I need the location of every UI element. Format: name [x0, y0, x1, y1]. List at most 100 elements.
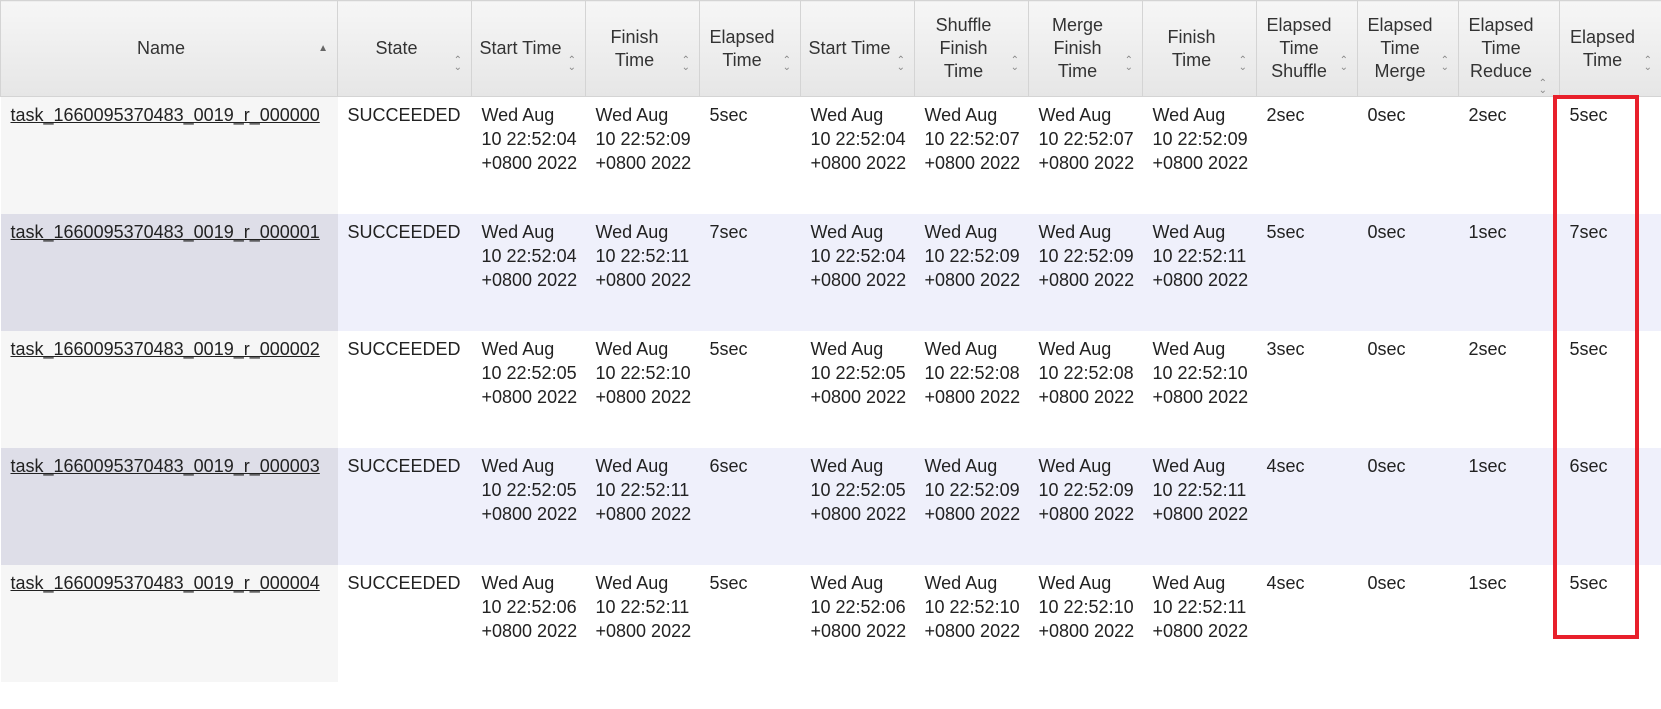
- column-header-name[interactable]: Name ▲: [0, 0, 338, 97]
- header-label: Elapsed Time: [1569, 26, 1636, 70]
- merge-finish-time-cell: Wed Aug 10 22:52:09 +0800 2022: [1028, 447, 1143, 565]
- elapsed-merge-cell: 0sec: [1357, 213, 1459, 331]
- header-label: Elapsed Time: [709, 26, 775, 70]
- sort-icon[interactable]: ⌃ ⌄: [681, 55, 690, 73]
- attempt-start-time-cell: Wed Aug 10 22:52:05 +0800 2022: [810, 338, 907, 407]
- task-name-cell: task_1660095370483_0019_r_000000: [0, 96, 338, 214]
- header-label: Finish Time: [1167, 26, 1216, 70]
- sort-icon[interactable]: ⌃ ⌄: [1440, 55, 1449, 73]
- header-row: Name ▲ State ⌃ ⌄ Start Time ⌃ ⌄ Finish Time ⌃ ⌄…: [0, 0, 1661, 97]
- elapsed-time-cell: 7sec: [699, 213, 801, 331]
- merge-finish-time-cell: Wed Aug 10 22:52:09 +0800 2022: [1028, 213, 1143, 331]
- shuffle-finish-time-cell: Wed Aug 10 22:52:09 +0800 2022: [914, 213, 1029, 331]
- shuffle-finish-time-cell: Wed Aug 10 22:52:09 +0800 2022: [914, 447, 1029, 565]
- attempt-elapsed-cell: 5sec: [1569, 338, 1608, 359]
- attempt-start-time-cell: Wed Aug 10 22:52:05 +0800 2022: [800, 447, 915, 565]
- attempt-finish-time-cell: Wed Aug 10 22:52:11 +0800 2022: [1142, 447, 1257, 565]
- attempt-elapsed-cell: 6sec: [1559, 447, 1661, 565]
- sort-icon[interactable]: ⌃ ⌄: [1538, 78, 1547, 96]
- task-link[interactable]: task_1660095370483_0019_r_000003: [10, 455, 320, 476]
- header-label: Merge Finish Time: [1051, 15, 1104, 81]
- task-name-cell: task_1660095370483_0019_r_000001: [0, 213, 338, 331]
- sort-ascending-icon[interactable]: ▲: [318, 43, 328, 54]
- column-header-finish-time[interactable]: Finish Time ⌃ ⌄: [585, 0, 700, 97]
- shuffle-finish-time-cell: Wed Aug 10 22:52:08 +0800 2022: [924, 338, 1021, 407]
- elapsed-merge-cell: 0sec: [1357, 447, 1459, 565]
- finish-time-cell: Wed Aug 10 22:52:11 +0800 2022: [595, 572, 692, 641]
- attempt-start-time-cell: Wed Aug 10 22:52:06 +0800 2022: [810, 572, 907, 641]
- start-time-cell: Wed Aug 10 22:52:04 +0800 2022: [481, 105, 578, 173]
- elapsed-reduce-cell: 1sec: [1468, 572, 1507, 593]
- elapsed-merge-cell: 0sec: [1367, 572, 1406, 593]
- elapsed-reduce-cell: 1sec: [1458, 447, 1560, 565]
- merge-finish-time-cell: Wed Aug 10 22:52:10 +0800 2022: [1038, 572, 1135, 641]
- elapsed-reduce-cell: 2sec: [1468, 105, 1507, 125]
- state-cell: SUCCEEDED: [347, 338, 461, 359]
- header-label: Start Time: [808, 38, 891, 58]
- column-header-start-time[interactable]: Start Time ⌃ ⌄: [471, 0, 586, 97]
- elapsed-shuffle-cell: 2sec: [1266, 105, 1305, 125]
- column-header-attempt-start-time[interactable]: Start Time ⌃ ⌄: [800, 0, 915, 97]
- header-label: Start Time: [479, 38, 562, 58]
- elapsed-time-cell: 5sec: [709, 572, 748, 593]
- state-cell: SUCCEEDED: [347, 105, 461, 125]
- header-label: Elapsed Time Merge: [1367, 15, 1433, 81]
- tasks-table: Name ▲ State ⌃ ⌄ Start Time ⌃ ⌄ Finish Time ⌃ ⌄…: [0, 0, 1661, 682]
- elapsed-shuffle-cell: 4sec: [1256, 447, 1358, 565]
- sort-icon[interactable]: ⌃ ⌄: [567, 55, 576, 73]
- column-header-merge-finish-time[interactable]: Merge Finish Time ⌃ ⌄: [1028, 0, 1143, 97]
- header-label: Elapsed Time Reduce: [1468, 15, 1534, 81]
- attempt-elapsed-cell: 7sec: [1559, 213, 1661, 331]
- header-label: State: [375, 38, 418, 58]
- task-link[interactable]: task_1660095370483_0019_r_000002: [10, 338, 320, 359]
- elapsed-shuffle-cell: 3sec: [1266, 338, 1305, 359]
- header-label: Finish Time: [610, 26, 659, 70]
- shuffle-finish-time-cell: Wed Aug 10 22:52:10 +0800 2022: [924, 572, 1021, 641]
- task-link[interactable]: task_1660095370483_0019_r_000004: [10, 572, 320, 593]
- task-link[interactable]: task_1660095370483_0019_r_000000: [10, 105, 320, 125]
- task-name-cell: task_1660095370483_0019_r_000003: [0, 447, 338, 565]
- header-label: Name: [136, 38, 185, 58]
- table-row: task_1660095370483_0019_r_000001 SUCCEED…: [0, 213, 1661, 331]
- task-name-cell: task_1660095370483_0019_r_000002: [0, 330, 338, 448]
- column-header-elapsed-time[interactable]: Elapsed Time ⌃ ⌄: [699, 0, 801, 97]
- start-time-cell: Wed Aug 10 22:52:06 +0800 2022: [481, 572, 578, 641]
- elapsed-shuffle-cell: 5sec: [1256, 213, 1358, 331]
- sort-icon[interactable]: ⌃ ⌄: [896, 55, 905, 73]
- sort-icon[interactable]: ⌃ ⌄: [782, 55, 791, 73]
- sort-icon[interactable]: ⌃ ⌄: [1339, 55, 1348, 73]
- attempt-finish-time-cell: Wed Aug 10 22:52:09 +0800 2022: [1152, 105, 1249, 173]
- attempt-finish-time-cell: Wed Aug 10 22:52:11 +0800 2022: [1152, 572, 1249, 641]
- sort-icon[interactable]: ⌃ ⌄: [1124, 55, 1133, 73]
- finish-time-cell: Wed Aug 10 22:52:11 +0800 2022: [585, 447, 700, 565]
- start-time-cell: Wed Aug 10 22:52:05 +0800 2022: [481, 338, 578, 407]
- state-cell: SUCCEEDED: [347, 572, 461, 593]
- column-header-elapsed-reduce[interactable]: Elapsed Time Reduce ⌃ ⌄: [1458, 0, 1560, 97]
- finish-time-cell: Wed Aug 10 22:52:10 +0800 2022: [595, 338, 692, 407]
- elapsed-time-cell: 6sec: [699, 447, 801, 565]
- column-header-attempt-finish-time[interactable]: Finish Time ⌃ ⌄: [1142, 0, 1257, 97]
- merge-finish-time-cell: Wed Aug 10 22:52:07 +0800 2022: [1038, 105, 1135, 173]
- table-row: task_1660095370483_0019_r_000004 SUCCEED…: [0, 564, 1661, 682]
- column-header-attempt-elapsed-time[interactable]: Elapsed Time ⌃ ⌄: [1559, 0, 1661, 97]
- elapsed-merge-cell: 0sec: [1367, 338, 1406, 359]
- elapsed-time-cell: 5sec: [709, 338, 748, 359]
- sort-icon[interactable]: ⌃ ⌄: [1238, 55, 1247, 73]
- finish-time-cell: Wed Aug 10 22:52:09 +0800 2022: [595, 105, 692, 173]
- shuffle-finish-time-cell: Wed Aug 10 22:52:07 +0800 2022: [924, 105, 1021, 173]
- sort-icon[interactable]: ⌃ ⌄: [1010, 55, 1019, 73]
- task-name-cell: task_1660095370483_0019_r_000004: [0, 564, 338, 682]
- header-label: Shuffle Finish Time: [935, 15, 992, 81]
- column-header-elapsed-shuffle[interactable]: Elapsed Time Shuffle ⌃ ⌄: [1256, 0, 1358, 97]
- sort-icon[interactable]: ⌃ ⌄: [453, 55, 462, 73]
- column-header-state[interactable]: State ⌃ ⌄: [337, 0, 472, 97]
- task-link[interactable]: task_1660095370483_0019_r_000001: [10, 221, 320, 242]
- column-header-elapsed-merge[interactable]: Elapsed Time Merge ⌃ ⌄: [1357, 0, 1459, 97]
- sort-icon[interactable]: ⌃ ⌄: [1643, 55, 1652, 73]
- state-cell: SUCCEEDED: [337, 447, 472, 565]
- attempt-finish-time-cell: Wed Aug 10 22:52:11 +0800 2022: [1142, 213, 1257, 331]
- table-row: task_1660095370483_0019_r_000002 SUCCEED…: [0, 330, 1661, 448]
- attempt-elapsed-cell: 5sec: [1569, 572, 1608, 593]
- start-time-cell: Wed Aug 10 22:52:05 +0800 2022: [471, 447, 586, 565]
- column-header-shuffle-finish-time[interactable]: Shuffle Finish Time ⌃ ⌄: [914, 0, 1029, 97]
